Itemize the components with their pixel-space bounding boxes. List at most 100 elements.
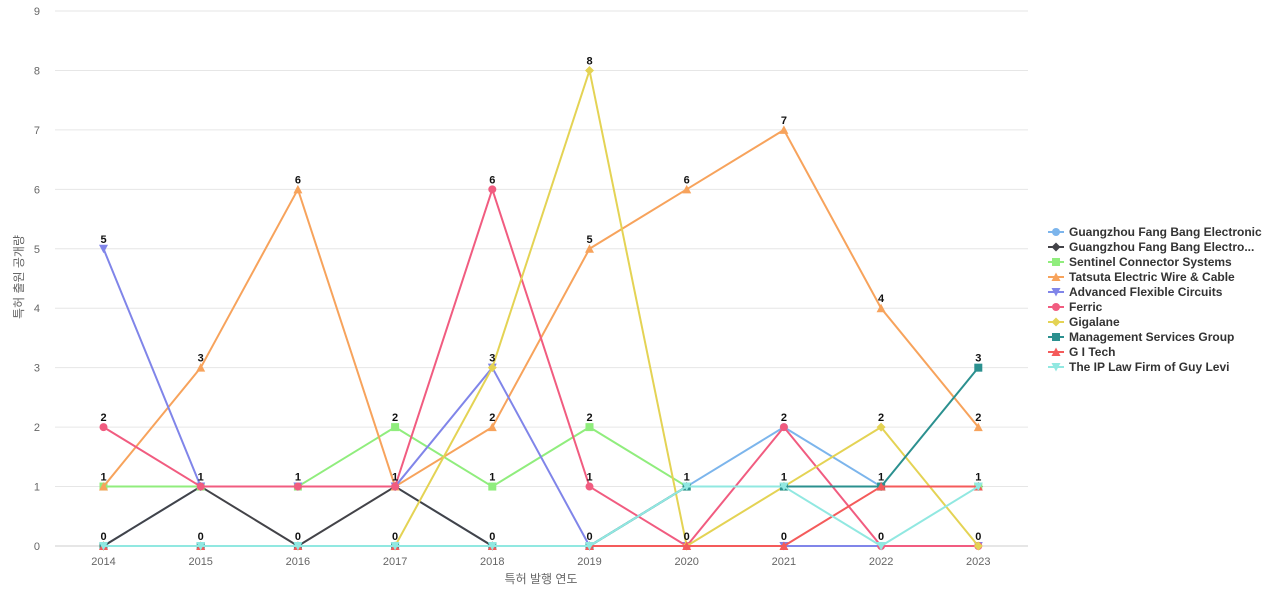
data-point: [585, 244, 594, 253]
data-label: 5: [586, 234, 592, 246]
data-point: [585, 542, 594, 551]
data-point: [487, 422, 497, 432]
legend: Guangzhou Fang Bang Electronic Guangzhou …: [1048, 224, 1262, 374]
legend-marker: [1051, 287, 1061, 296]
data-point: [585, 65, 594, 75]
series-2[interactable]: [99, 482, 983, 551]
x-tick-label: 2017: [383, 556, 407, 568]
legend-symbol: [1048, 242, 1064, 251]
y-axis-ticks: 0 1 2 3 4 5 6 7 8 9: [34, 6, 40, 553]
y-tick-label: 9: [34, 6, 40, 18]
data-label: 0: [684, 531, 690, 543]
data-point: [779, 125, 789, 134]
data-label: 2: [781, 412, 787, 424]
data-label: 3: [975, 353, 981, 365]
data-point: [876, 482, 886, 491]
legend-item[interactable]: The IP Law Firm of Guy Levi: [1048, 359, 1262, 374]
data-label: 1: [392, 472, 398, 484]
legend-label: Guangzhou Fang Bang Electronic: [1069, 224, 1262, 239]
data-label: 6: [684, 174, 690, 186]
legend-item[interactable]: G I Tech: [1048, 344, 1262, 359]
data-label: 3: [489, 353, 495, 365]
y-tick-label: 1: [34, 482, 40, 494]
x-tick-label: 2023: [966, 556, 990, 568]
x-tick-label: 2018: [480, 556, 504, 568]
data-label: 1: [198, 472, 204, 484]
legend-label: Ferric: [1069, 299, 1103, 314]
data-point: [974, 363, 983, 372]
legend-item[interactable]: Sentinel Connector Systems: [1048, 254, 1262, 269]
x-tick-label: 2015: [188, 556, 212, 568]
legend-label: Guangzhou Fang Bang Electro...: [1069, 239, 1255, 254]
legend-symbol: [1048, 302, 1064, 311]
legend-item[interactable]: Guangzhou Fang Bang Electronic: [1048, 224, 1262, 239]
series-line: [102, 485, 979, 547]
y-tick-label: 7: [34, 125, 40, 137]
legend-marker: [1052, 227, 1060, 236]
data-label: 0: [392, 531, 398, 543]
x-tick-label: 2014: [91, 556, 115, 568]
data-label: 8: [586, 55, 592, 67]
legend-item[interactable]: Guangzhou Fang Bang Electro...: [1048, 239, 1262, 254]
x-tick-label: 2022: [869, 556, 893, 568]
legend-marker: [1052, 332, 1060, 341]
legend-label: Advanced Flexible Circuits: [1069, 284, 1223, 299]
data-point: [391, 423, 400, 432]
data-label: 2: [586, 412, 592, 424]
data-point: [487, 363, 497, 373]
series-9[interactable]: [99, 482, 983, 550]
data-point: [487, 542, 497, 551]
data-point: [99, 542, 108, 551]
grid-lines: [55, 10, 1028, 547]
data-point: [99, 244, 108, 254]
data-point: [682, 482, 692, 492]
data-labels: 5 2 1 0 3 1 0 6 1 0 2 1 0 6 3 2 1 0 8 5 2 1 0 6 1 0 7 2 1 0 4 2 1 0 3 2 1 0: [100, 55, 981, 543]
y-tick-label: 4: [34, 303, 40, 315]
legend-label: Sentinel Connector Systems: [1069, 254, 1232, 269]
legend-label: Tatsuta Electric Wire & Cable: [1069, 269, 1235, 284]
data-label: 6: [295, 174, 301, 186]
legend-marker: [1052, 302, 1060, 311]
x-axis-ticks: 2014 2015 2016 2017 2018 2019 2020 2021 2022 2023: [91, 556, 990, 568]
series-line: [103, 485, 979, 547]
data-label: 1: [100, 472, 106, 484]
legend-marker: [1051, 362, 1061, 371]
data-point: [876, 303, 886, 313]
series-line: [103, 485, 979, 547]
data-point: [196, 482, 205, 491]
data-point: [682, 184, 692, 194]
legend-item[interactable]: Management Services Group: [1048, 329, 1262, 344]
data-label: 3: [198, 353, 204, 365]
data-label: 0: [586, 531, 592, 543]
legend-symbol: [1048, 287, 1064, 296]
y-tick-label: 0: [34, 541, 40, 553]
data-label: 1: [781, 472, 787, 484]
legend-marker: [1051, 317, 1061, 326]
legend-marker: [1051, 347, 1061, 356]
series-10[interactable]: [99, 482, 983, 551]
legend-symbol: [1048, 227, 1064, 236]
legend-item[interactable]: Tatsuta Electric Wire & Cable: [1048, 269, 1262, 284]
legend-item[interactable]: Advanced Flexible Circuits: [1048, 284, 1262, 299]
x-tick-label: 2020: [674, 556, 698, 568]
data-label: 0: [781, 531, 787, 543]
data-label: 0: [295, 531, 301, 543]
data-label: 5: [100, 234, 106, 246]
legend-label: Gigalane: [1069, 314, 1120, 329]
x-tick-label: 2019: [577, 556, 601, 568]
data-label: 0: [100, 531, 106, 543]
legend-label: G I Tech: [1069, 344, 1116, 359]
data-point: [293, 184, 303, 194]
data-point: [779, 423, 788, 432]
data-label: 0: [489, 531, 495, 543]
series-line: [102, 248, 979, 547]
legend-item[interactable]: Gigalane: [1048, 314, 1262, 329]
data-point: [779, 541, 789, 550]
data-label: 0: [975, 531, 981, 543]
data-point: [99, 482, 108, 491]
legend-label: The IP Law Firm of Guy Levi: [1069, 359, 1230, 374]
data-point: [293, 542, 303, 551]
legend-item[interactable]: Ferric: [1048, 299, 1262, 314]
data-point: [779, 482, 789, 492]
